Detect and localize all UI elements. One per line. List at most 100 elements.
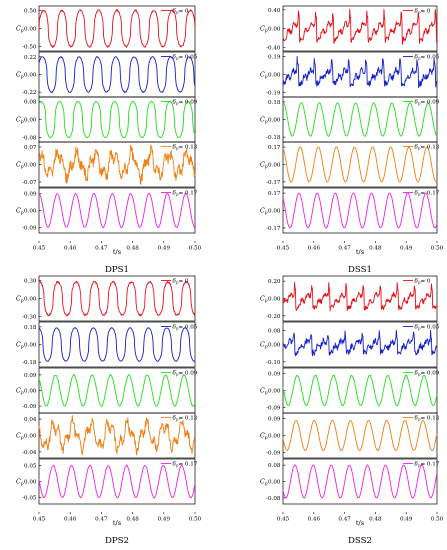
legend-delta: δ	[173, 100, 177, 106]
legend-sub: p	[176, 463, 179, 468]
y-tick-label: 0.00	[24, 480, 37, 486]
y-tick-label: 0.00	[268, 297, 281, 303]
series-line	[38, 327, 196, 362]
y-tick-label: -0.09	[266, 405, 281, 411]
y-axis-label-sub: p	[265, 299, 268, 304]
y-axis-label-sub: p	[265, 345, 268, 350]
y-axis-label: Cp	[16, 433, 24, 442]
legend-sub: p	[418, 56, 421, 61]
y-axis-label-sub: p	[265, 29, 268, 34]
legend-label: δp= 0.17	[415, 191, 440, 197]
y-axis-label-sub: p	[21, 436, 24, 441]
y-tick-label: 0.20	[268, 279, 281, 285]
y-tick-label: -0.19	[266, 90, 281, 96]
y-axis-label: Cp	[16, 162, 24, 171]
series-line	[282, 192, 438, 229]
y-tick-label: 0.18	[268, 100, 281, 106]
legend-sub: p	[418, 372, 421, 377]
x-tick-label: 0.47	[338, 517, 351, 523]
y-axis-label-sub: p	[21, 482, 24, 487]
y-axis-label: Cp	[16, 342, 24, 351]
legend-value: = 0.17	[178, 191, 197, 197]
y-tick-label: 0.00	[268, 27, 281, 33]
y-tick-label: 0.18	[24, 325, 37, 331]
y-tick-label: 0.07	[24, 145, 37, 151]
legend-value: = 0.13	[178, 416, 197, 422]
y-tick-label: -0.04	[22, 450, 37, 456]
y-tick-label: 0.00	[24, 118, 37, 124]
x-tick-label: 0.49	[400, 517, 413, 523]
y-tick-label: 0.00	[24, 27, 37, 33]
y-axis-label-sub: p	[21, 29, 24, 34]
y-tick-label: 0.05	[24, 463, 37, 469]
legend-label: δp= 0	[173, 279, 189, 285]
legend-delta: δ	[415, 325, 419, 331]
legend-delta: δ	[173, 325, 177, 331]
y-axis-label: Cp	[260, 162, 268, 171]
series-line	[282, 281, 438, 312]
y-tick-label: 0.00	[268, 389, 281, 395]
legend-sub: p	[418, 192, 421, 197]
y-tick-label: -0.09	[22, 404, 37, 410]
x-axis-label: t/s	[356, 248, 365, 256]
y-tick-label: 0.00	[24, 163, 37, 169]
legend-value: = 0.13	[420, 145, 439, 151]
legend-delta: δ	[415, 9, 419, 15]
y-axis-label: Cp	[260, 26, 268, 35]
x-tick-label: 0.47	[338, 246, 351, 252]
y-tick-label: -0.05	[22, 496, 37, 502]
y-tick-label: 0.19	[268, 55, 281, 61]
x-tick-label: 0.49	[158, 246, 171, 252]
x-tick-label: 0.45	[33, 246, 46, 252]
legend-label: δp= 0.13	[173, 416, 198, 422]
y-axis-label: Cp	[16, 296, 24, 305]
y-axis-label: Cp	[260, 117, 268, 126]
legend-sub: p	[176, 101, 179, 106]
legend-delta: δ	[415, 371, 419, 377]
x-tick-label: 0.49	[158, 517, 171, 523]
legend-label: δp= 0	[173, 9, 189, 15]
y-axis-label-sub: p	[21, 120, 24, 125]
legend-delta: δ	[173, 371, 177, 377]
x-tick-label: 0.45	[277, 517, 290, 523]
legend-delta: δ	[173, 191, 177, 197]
x-axis-label: t/s	[356, 519, 365, 527]
y-axis-label-sub: p	[265, 165, 268, 170]
y-axis-label-sub: p	[265, 75, 268, 80]
x-axis-label: t/s	[113, 248, 122, 256]
legend-sub: p	[176, 56, 179, 61]
y-tick-label: -0.17	[266, 180, 281, 186]
legend-delta: δ	[415, 416, 419, 422]
legend-label: δp= 0.09	[415, 100, 440, 106]
y-tick-label: -0.18	[22, 360, 37, 366]
y-tick-label: 0.00	[268, 209, 281, 215]
x-tick-label: 0.47	[95, 517, 108, 523]
y-axis-label: Cp	[16, 117, 24, 126]
y-axis-label-sub: p	[21, 391, 24, 396]
y-tick-label: 0.00	[24, 297, 37, 303]
y-axis-label: Cp	[260, 388, 268, 397]
y-tick-label: -0.07	[22, 180, 37, 186]
legend-value: = 0.17	[420, 191, 439, 197]
legend-delta: δ	[415, 462, 419, 468]
x-tick-label: 0.50	[431, 246, 444, 252]
legend-value: = 0	[420, 279, 430, 285]
chart-caption: DPS2	[105, 536, 129, 546]
legend-sub: p	[418, 280, 421, 285]
y-tick-label: 0.00	[268, 343, 281, 349]
legend-delta: δ	[173, 462, 177, 468]
x-tick-label: 0.50	[189, 517, 202, 523]
y-tick-label: 0.08	[268, 329, 281, 335]
